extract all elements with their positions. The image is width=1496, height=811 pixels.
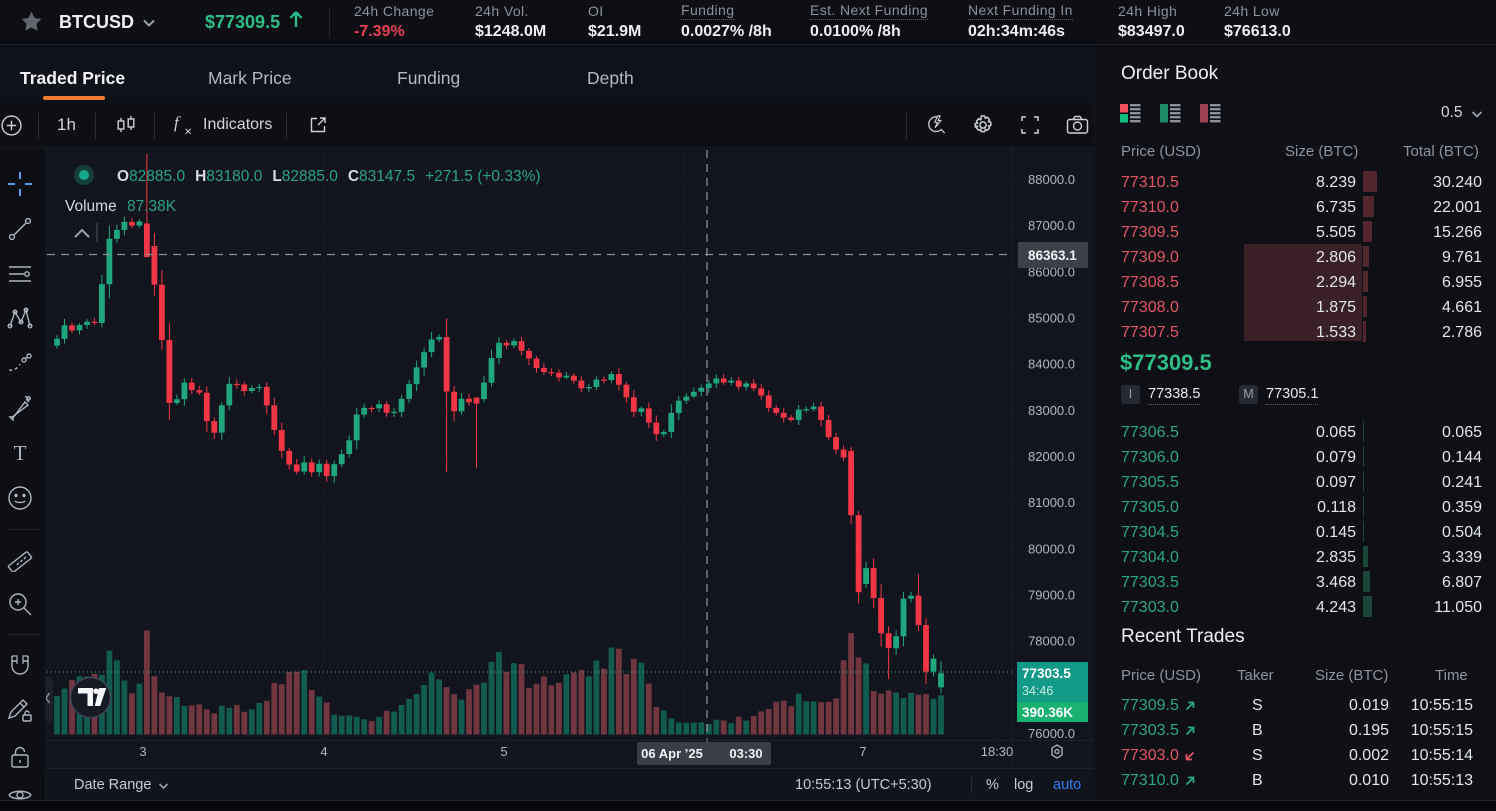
- svg-text:5: 5: [500, 744, 507, 759]
- svg-text:87.38K: 87.38K: [127, 198, 177, 215]
- svg-text:87000.0: 87000.0: [1028, 218, 1075, 233]
- svg-text:76000.0: 76000.0: [1028, 726, 1075, 741]
- svg-text:88000.0: 88000.0: [1028, 172, 1075, 187]
- svg-text:79000.0: 79000.0: [1028, 587, 1075, 602]
- svg-text:34:46: 34:46: [1022, 684, 1053, 698]
- svg-text:06 Apr ’25: 06 Apr ’25: [641, 746, 703, 761]
- svg-text:03:30: 03:30: [729, 746, 762, 761]
- svg-text:f: f: [174, 113, 181, 132]
- svg-text:80000.0: 80000.0: [1028, 541, 1075, 556]
- svg-text:7: 7: [859, 744, 866, 759]
- svg-text:77303.5: 77303.5: [1022, 666, 1071, 681]
- svg-text:✕: ✕: [184, 127, 192, 137]
- svg-text:82000.0: 82000.0: [1028, 449, 1075, 464]
- svg-text:78000.0: 78000.0: [1028, 634, 1075, 649]
- svg-text:86000.0: 86000.0: [1028, 264, 1075, 279]
- svg-text:390.36K: 390.36K: [1022, 705, 1073, 720]
- svg-text:Volume: Volume: [65, 198, 117, 215]
- svg-text:T: T: [14, 441, 27, 465]
- svg-text:4: 4: [320, 744, 327, 759]
- svg-text:18:30: 18:30: [981, 744, 1014, 759]
- svg-text:85000.0: 85000.0: [1028, 311, 1075, 326]
- svg-text:84000.0: 84000.0: [1028, 357, 1075, 372]
- svg-text:86363.1: 86363.1: [1028, 248, 1077, 263]
- svg-text:83000.0: 83000.0: [1028, 403, 1075, 418]
- svg-text:81000.0: 81000.0: [1028, 495, 1075, 510]
- svg-text:3: 3: [139, 744, 146, 759]
